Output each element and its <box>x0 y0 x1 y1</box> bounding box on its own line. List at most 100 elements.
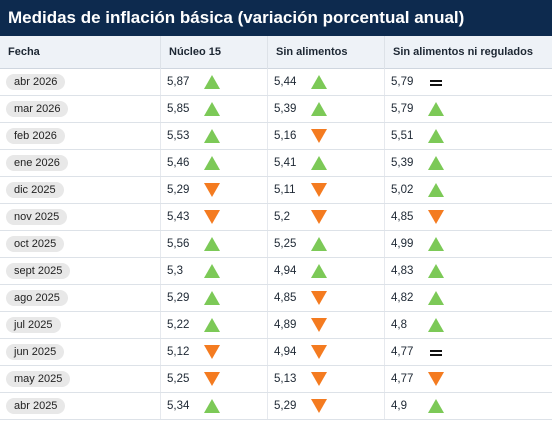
trend-equal <box>430 350 442 356</box>
value: 5,29 <box>167 184 190 196</box>
value-cell: 4,9 <box>384 393 552 419</box>
value-cell: 5,39 <box>267 96 384 122</box>
date-cell: oct 2025 <box>0 231 160 257</box>
value: 5,34 <box>167 400 190 412</box>
value: 5,02 <box>391 184 414 196</box>
trend-up <box>428 129 444 143</box>
trend-down <box>311 399 327 413</box>
date-cell: dic 2025 <box>0 177 160 203</box>
value: 4,9 <box>391 400 407 412</box>
date-pill: feb 2026 <box>6 128 65 144</box>
value-cell: 4,77 <box>384 366 552 392</box>
column-header: Núcleo 15 <box>160 36 267 69</box>
value: 5,79 <box>391 103 414 115</box>
date-cell: feb 2026 <box>0 123 160 149</box>
value: 4,85 <box>274 292 297 304</box>
trend-down <box>311 183 327 197</box>
value: 5,16 <box>274 130 297 142</box>
date-cell: mar 2026 <box>0 96 160 122</box>
trend-down <box>204 210 220 224</box>
date-pill: abr 2025 <box>6 398 66 414</box>
trend-up <box>428 237 444 251</box>
value-cell: 4,83 <box>384 258 552 284</box>
trend-up <box>428 183 444 197</box>
date-cell: ene 2026 <box>0 150 160 176</box>
trend-up <box>204 399 220 413</box>
value: 4,94 <box>274 265 297 277</box>
value: 5,22 <box>167 319 190 331</box>
value: 4,89 <box>274 319 297 331</box>
trend-down <box>428 210 444 224</box>
value: 5,12 <box>167 346 190 358</box>
value: 5,79 <box>391 76 414 88</box>
value: 5,39 <box>274 103 297 115</box>
value-cell: 5,46 <box>160 150 267 176</box>
table-row: mar 2026 5,85 5,39 5,79 <box>0 96 552 123</box>
value: 5,43 <box>167 211 190 223</box>
value-cell: 5,39 <box>384 150 552 176</box>
value: 4,8 <box>391 319 407 331</box>
trend-down <box>311 318 327 332</box>
value: 4,77 <box>391 346 414 358</box>
table-row: oct 2025 5,56 5,25 4,99 <box>0 231 552 258</box>
trend-down <box>311 129 327 143</box>
date-cell: may 2025 <box>0 366 160 392</box>
value-cell: 5,79 <box>384 69 552 95</box>
value-cell: 5,87 <box>160 69 267 95</box>
value-cell: 5,25 <box>160 366 267 392</box>
table-row: ene 2026 5,46 5,41 5,39 <box>0 150 552 177</box>
value-cell: 5,13 <box>267 366 384 392</box>
trend-up <box>311 102 327 116</box>
value: 5,46 <box>167 157 190 169</box>
value: 5,44 <box>274 76 297 88</box>
value: 5,29 <box>167 292 190 304</box>
value: 5,87 <box>167 76 190 88</box>
title: Medidas de inflación básica (variación p… <box>0 0 552 36</box>
value: 5,85 <box>167 103 190 115</box>
value-cell: 5,25 <box>267 231 384 257</box>
trend-up <box>311 156 327 170</box>
value-cell: 5,16 <box>267 123 384 149</box>
trend-up <box>204 156 220 170</box>
table-row: jun 2025 5,12 4,94 4,77 <box>0 339 552 366</box>
date-pill: jun 2025 <box>6 344 65 360</box>
trend-down <box>311 345 327 359</box>
trend-up <box>428 291 444 305</box>
column-header: Sin alimentos <box>267 36 384 69</box>
table-row: abr 2025 5,34 5,29 4,9 <box>0 393 552 420</box>
trend-up <box>204 264 220 278</box>
value: 5,25 <box>274 238 297 250</box>
value: 5,13 <box>274 373 297 385</box>
trend-down <box>204 183 220 197</box>
value-cell: 5,44 <box>267 69 384 95</box>
date-cell: nov 2025 <box>0 204 160 230</box>
table-body: abr 2026 5,87 5,44 5,79 mar 2026 5,85 5,39 5,79… <box>0 69 552 420</box>
value: 4,99 <box>391 238 414 250</box>
value-cell: 5,34 <box>160 393 267 419</box>
date-cell: sept 2025 <box>0 258 160 284</box>
value-cell: 5,41 <box>267 150 384 176</box>
date-cell: jul 2025 <box>0 312 160 338</box>
value: 4,82 <box>391 292 414 304</box>
value: 5,56 <box>167 238 190 250</box>
value-cell: 5,29 <box>267 393 384 419</box>
value: 4,77 <box>391 373 414 385</box>
header-row: Fecha Núcleo 15 Sin alimentos Sin alimentos… <box>0 36 552 69</box>
value-cell: 5,56 <box>160 231 267 257</box>
value: 4,94 <box>274 346 297 358</box>
date-pill: mar 2026 <box>6 101 69 117</box>
value-cell: 5,43 <box>160 204 267 230</box>
trend-down <box>311 372 327 386</box>
value-cell: 5,02 <box>384 177 552 203</box>
trend-up <box>311 237 327 251</box>
date-pill: abr 2026 <box>6 74 66 90</box>
value-cell: 4,99 <box>384 231 552 257</box>
date-pill: sept 2025 <box>6 263 71 279</box>
value-cell: 5,79 <box>384 96 552 122</box>
value-cell: 5,29 <box>160 285 267 311</box>
trend-up <box>204 75 220 89</box>
value: 5,53 <box>167 130 190 142</box>
trend-down <box>311 210 327 224</box>
trend-up <box>428 399 444 413</box>
